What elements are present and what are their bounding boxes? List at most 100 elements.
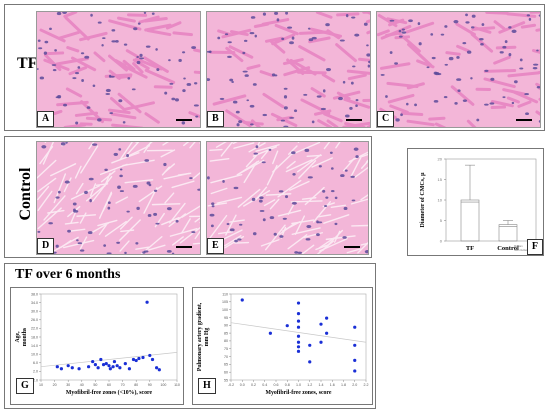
y-tick-label: 65 (224, 363, 228, 367)
x-tick-label: 0.2 (251, 383, 256, 387)
y-tick-label: 6.0 (33, 361, 38, 365)
y-tick-label: 90 (224, 324, 228, 328)
x-tick-label: 2.2 (364, 383, 369, 387)
y-tick-label: 18.0 (31, 335, 38, 339)
data-point (296, 334, 301, 338)
x-category-label: TF (466, 245, 474, 252)
data-point (285, 324, 289, 328)
data-point (145, 300, 149, 304)
data-point (296, 345, 301, 349)
data-point (96, 366, 100, 370)
data-point (141, 355, 145, 360)
data-point (118, 366, 122, 370)
x-category-label: Control (497, 245, 519, 252)
y-tick-label: 0 (440, 239, 443, 244)
panel-label-a: A (37, 111, 55, 127)
micrograph-e: E (206, 141, 369, 255)
data-point (148, 353, 152, 358)
y-tick-label: 20 (438, 157, 443, 162)
scatter-panel-g: 10 20 30 40 50 60 70 80 90 100 110 -2.0 2.0 6.0 10.0 14… (10, 287, 184, 405)
box (460, 199, 480, 242)
y-tick-label: 80 (224, 339, 228, 343)
panel-label-d: D (37, 238, 55, 254)
x-tick-label: 110 (174, 383, 180, 387)
data-point (87, 365, 91, 369)
tf-6m-row-panel: TF over 6 months 10 20 30 40 50 60 70 80 90 100 11… (4, 263, 376, 409)
y-axis-label: months (22, 327, 28, 346)
data-point (353, 358, 357, 362)
data-point (353, 343, 357, 347)
data-point (296, 349, 301, 353)
data-point (111, 365, 115, 369)
data-point (150, 357, 155, 362)
y-tick-label: 85 (224, 331, 228, 335)
scale-bar (346, 119, 362, 121)
x-axis-label: Myofibril-free zones, score (266, 390, 332, 396)
trend-line (230, 322, 367, 343)
data-point (268, 331, 272, 335)
panel-label-h: H (198, 378, 216, 394)
panel-label-e: E (207, 238, 224, 254)
scale-bar (176, 119, 192, 121)
y-tick-label: 10.0 (31, 353, 38, 357)
y-axis-label: Diameter of CMCs, μ (420, 172, 426, 228)
scatter-plot-gradient: -0.2 0.0 0.2 0.4 0.6 0.8 1.0 1.2 1.4 1.6 1.8 2.0 2.2… (197, 292, 369, 396)
x-tick-label: 50 (93, 383, 97, 387)
x-tick-label: 0.0 (240, 383, 245, 387)
y-tick-label: 14.0 (31, 344, 38, 348)
x-tick-label: 60 (107, 383, 111, 387)
x-tick-label: 100 (160, 383, 166, 387)
row-label-tf: TF (17, 55, 38, 72)
micrograph-a: A (36, 11, 201, 128)
x-tick-label: 1.4 (319, 383, 324, 387)
y-axis-label: mm Hg (204, 328, 210, 347)
data-point (123, 362, 127, 366)
y-tick-label: 34.0 (31, 301, 38, 305)
data-point (296, 301, 301, 305)
data-point (325, 331, 329, 335)
y-tick-label: 55 (224, 378, 228, 382)
box-plot-panel-f: 0 5 10 15 20 Diameter of CMCs, μ TF Control Medi… (407, 148, 544, 256)
x-tick-label: 1.2 (307, 383, 312, 387)
data-point (155, 366, 159, 370)
row-title-tf-6m: TF over 6 months (15, 267, 121, 282)
data-point (104, 362, 108, 366)
y-axis-label: Pulmonary artery gradient, (197, 302, 203, 371)
data-point (131, 357, 136, 362)
panel-label-b: B (207, 111, 224, 127)
tissue-texture (377, 12, 540, 127)
data-point (319, 340, 323, 344)
tissue-texture (207, 142, 368, 254)
x-tick-label: 0.6 (274, 383, 279, 387)
x-tick-label: 40 (80, 383, 84, 387)
data-point (112, 359, 117, 364)
y-tick-label: 105 (222, 300, 228, 304)
y-tick-label: 100 (222, 308, 228, 312)
data-point (308, 343, 312, 347)
y-tick-label: 10 (438, 198, 443, 203)
trend-line (40, 352, 178, 368)
y-tick-label: 38.0 (31, 292, 38, 296)
data-point (66, 364, 70, 368)
scale-bar (516, 119, 532, 121)
scale-bar (176, 246, 192, 248)
data-point (296, 340, 301, 344)
tissue-texture (37, 12, 200, 127)
scale-bar (344, 246, 360, 248)
x-tick-label: 0.4 (262, 383, 267, 387)
data-point (240, 298, 244, 302)
y-tick-label: 2.0 (33, 370, 38, 374)
data-point (101, 363, 106, 367)
x-tick-label: 80 (134, 383, 138, 387)
x-tick-label: 2.0 (352, 383, 357, 387)
micrograph-b: B (206, 11, 371, 128)
y-tick-label: 26.0 (31, 318, 38, 322)
x-tick-label: 1.0 (296, 383, 301, 387)
data-point (137, 356, 141, 361)
data-point (91, 359, 95, 364)
x-tick-label: 30 (66, 383, 70, 387)
data-point (99, 357, 103, 362)
data-point (59, 367, 64, 371)
scatter-panel-h: -0.2 0.0 0.2 0.4 0.6 0.8 1.0 1.2 1.4 1.6 1.8 2.0 2.2… (192, 287, 373, 405)
y-tick-label: -2.0 (32, 378, 38, 382)
